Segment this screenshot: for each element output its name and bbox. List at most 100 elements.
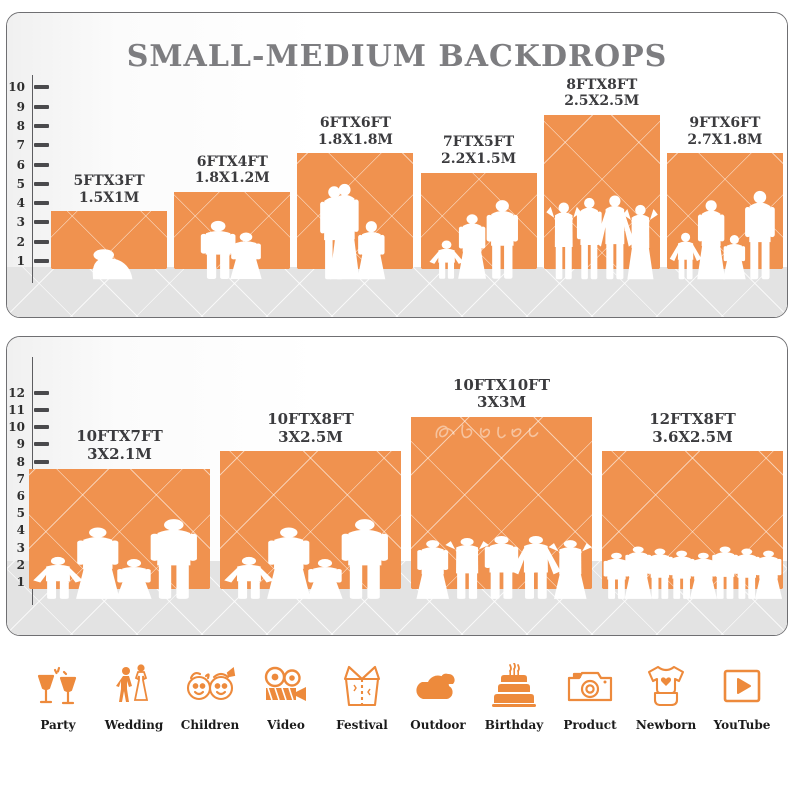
- y-tick-label: 10: [8, 80, 25, 95]
- y-tick-mark: [34, 259, 49, 263]
- y-tick: 9: [8, 101, 49, 113]
- y-tick-label: 4: [16, 196, 25, 211]
- y-tick-mark: [34, 104, 49, 109]
- y-tick-mark: [34, 162, 49, 167]
- y-tick-label: 8: [16, 454, 25, 469]
- camera-icon: [566, 660, 614, 712]
- icon-label: Video: [267, 718, 305, 732]
- wine-glasses-icon: [35, 660, 81, 712]
- bar-size-metres: 3X2.5M: [278, 427, 343, 446]
- chart-panel-small-medium: SMALL-MEDIUM BACKDROPS 1 2 3 4 5 6 7 8 9 10 5FTX3…: [6, 12, 788, 318]
- y-tick-mark: [34, 239, 49, 244]
- y-tick-label: 2: [16, 234, 25, 249]
- y-tick: 8: [8, 456, 49, 468]
- icon-cell-wedding[interactable]: Wedding: [98, 660, 170, 732]
- y-tick-label: 6: [16, 157, 25, 172]
- icon-label: Outdoor: [410, 718, 466, 732]
- cloud-icon: [414, 660, 462, 712]
- video-camera-icon: [262, 660, 310, 712]
- people-silhouettes: [297, 163, 413, 279]
- backdrop-size-bar: 5FTX3FT 1.5X1M: [51, 173, 168, 279]
- icon-label: Party: [40, 718, 76, 732]
- icon-label: Children: [180, 718, 240, 732]
- y-tick-label: 7: [16, 471, 25, 486]
- backdrop-size-bar: 7FTX5FT 2.2X1.5M: [420, 134, 537, 279]
- bar-size-feet: 6FTX6FT: [319, 115, 391, 132]
- y-tick-label: 10: [8, 420, 25, 435]
- bar-size-caption: 7FTX5FT 2.2X1.5M: [421, 134, 537, 167]
- bar-size-metres: 3X2.1M: [87, 444, 152, 463]
- y-tick-label: 4: [16, 523, 25, 538]
- icon-cell-product[interactable]: Product: [554, 660, 626, 732]
- bar-size-feet: 6FTX4FT: [196, 153, 268, 170]
- backdrop-size-bar: 12FTX8FT 3.6X2.5M: [602, 410, 783, 599]
- gift-box-icon: [340, 660, 384, 712]
- icon-cell-newborn[interactable]: Newborn: [630, 660, 702, 732]
- y-tick-mark: [34, 408, 49, 412]
- panel-floor-strip: [7, 267, 787, 317]
- icon-label: Birthday: [484, 718, 544, 732]
- icon-cell-outdoor[interactable]: Outdoor: [402, 660, 474, 732]
- script-watermark: [429, 421, 559, 455]
- icon-label: Newborn: [635, 718, 697, 732]
- people-silhouettes: [602, 494, 783, 599]
- bar-size-caption: 10FTX10FT 3X3M: [411, 376, 592, 412]
- backdrop-size-bar: 6FTX6FT 1.8X1.8M: [297, 115, 414, 279]
- birthday-cake-icon: [492, 660, 536, 712]
- y-tick-label: 1: [16, 575, 25, 589]
- backdrop-size-bar: 6FTX4FT 1.8X1.2M: [174, 154, 291, 279]
- bar-size-caption: 6FTX4FT 1.8X1.2M: [174, 154, 290, 187]
- icon-label: YouTube: [713, 718, 771, 732]
- bar-size-feet: 12FTX8FT: [649, 410, 736, 429]
- icon-cell-birthday[interactable]: Birthday: [478, 660, 550, 732]
- y-tick-label: 9: [16, 437, 25, 452]
- icon-cell-festival[interactable]: Festival: [326, 660, 398, 732]
- y-axis-line: [32, 75, 33, 283]
- bar-size-feet: 10FTX8FT: [267, 410, 354, 429]
- y-tick-label: 7: [16, 138, 25, 153]
- y-tick-label: 2: [16, 557, 25, 572]
- icon-cell-party[interactable]: Party: [22, 660, 94, 732]
- bar-size-feet: 8FTX8FT: [566, 76, 638, 93]
- bar-size-metres: 1.8X1.2M: [194, 170, 270, 187]
- backdrop-size-bar: 10FTX10FT 3X3M: [411, 376, 592, 599]
- y-tick-label: 1: [16, 254, 25, 268]
- y-tick: 5: [8, 178, 49, 190]
- bar-size-feet: 5FTX3FT: [73, 173, 145, 190]
- baby-onesie-icon: [644, 660, 688, 712]
- people-silhouettes: [411, 494, 592, 599]
- y-tick-label: 11: [8, 403, 25, 417]
- bar-size-caption: 10FTX7FT 3X2.1M: [29, 427, 210, 463]
- bar-size-caption: 12FTX8FT 3.6X2.5M: [602, 410, 783, 446]
- y-tick-label: 9: [16, 99, 25, 114]
- y-tick: 8: [8, 120, 49, 132]
- icon-cell-video[interactable]: Video: [250, 660, 322, 732]
- y-tick-mark: [34, 85, 49, 90]
- y-tick-label: 5: [16, 176, 25, 191]
- icon-label: Wedding: [104, 718, 164, 732]
- y-tick: 1: [8, 255, 49, 267]
- y-tick: 4: [8, 197, 49, 209]
- y-tick-label: 6: [16, 489, 25, 503]
- usage-icon-strip: Party Wedding Children Video Festival Outdoor…: [0, 660, 800, 760]
- people-silhouettes: [220, 494, 401, 599]
- bar-size-metres: 2.2X1.5M: [441, 150, 517, 167]
- bar-size-metres: 3X3M: [476, 393, 527, 412]
- y-tick-mark: [34, 459, 49, 464]
- icon-cell-children[interactable]: Children: [174, 660, 246, 732]
- y-tick: 11: [8, 404, 49, 416]
- icon-cell-youtube[interactable]: YouTube: [706, 660, 778, 732]
- people-silhouettes: [174, 196, 290, 279]
- bar-size-caption: 5FTX3FT 1.5X1M: [51, 173, 167, 206]
- bar-size-caption: 6FTX6FT 1.8X1.8M: [297, 115, 413, 148]
- y-tick-mark: [34, 220, 49, 225]
- backdrop-size-bar: 8FTX8FT 2.5X2.5M: [543, 77, 660, 279]
- backdrop-size-bar: 9FTX6FT 2.7X1.8M: [666, 115, 784, 279]
- y-tick-label: 8: [16, 118, 25, 133]
- y-tick-mark: [34, 442, 49, 447]
- backdrop-size-bar: 10FTX8FT 3X2.5M: [220, 410, 401, 599]
- bar-size-metres: 3.6X2.5M: [652, 427, 733, 446]
- bar-size-metres: 2.5X2.5M: [564, 93, 640, 110]
- y-tick: 12: [8, 387, 49, 399]
- y-tick: 10: [8, 421, 49, 433]
